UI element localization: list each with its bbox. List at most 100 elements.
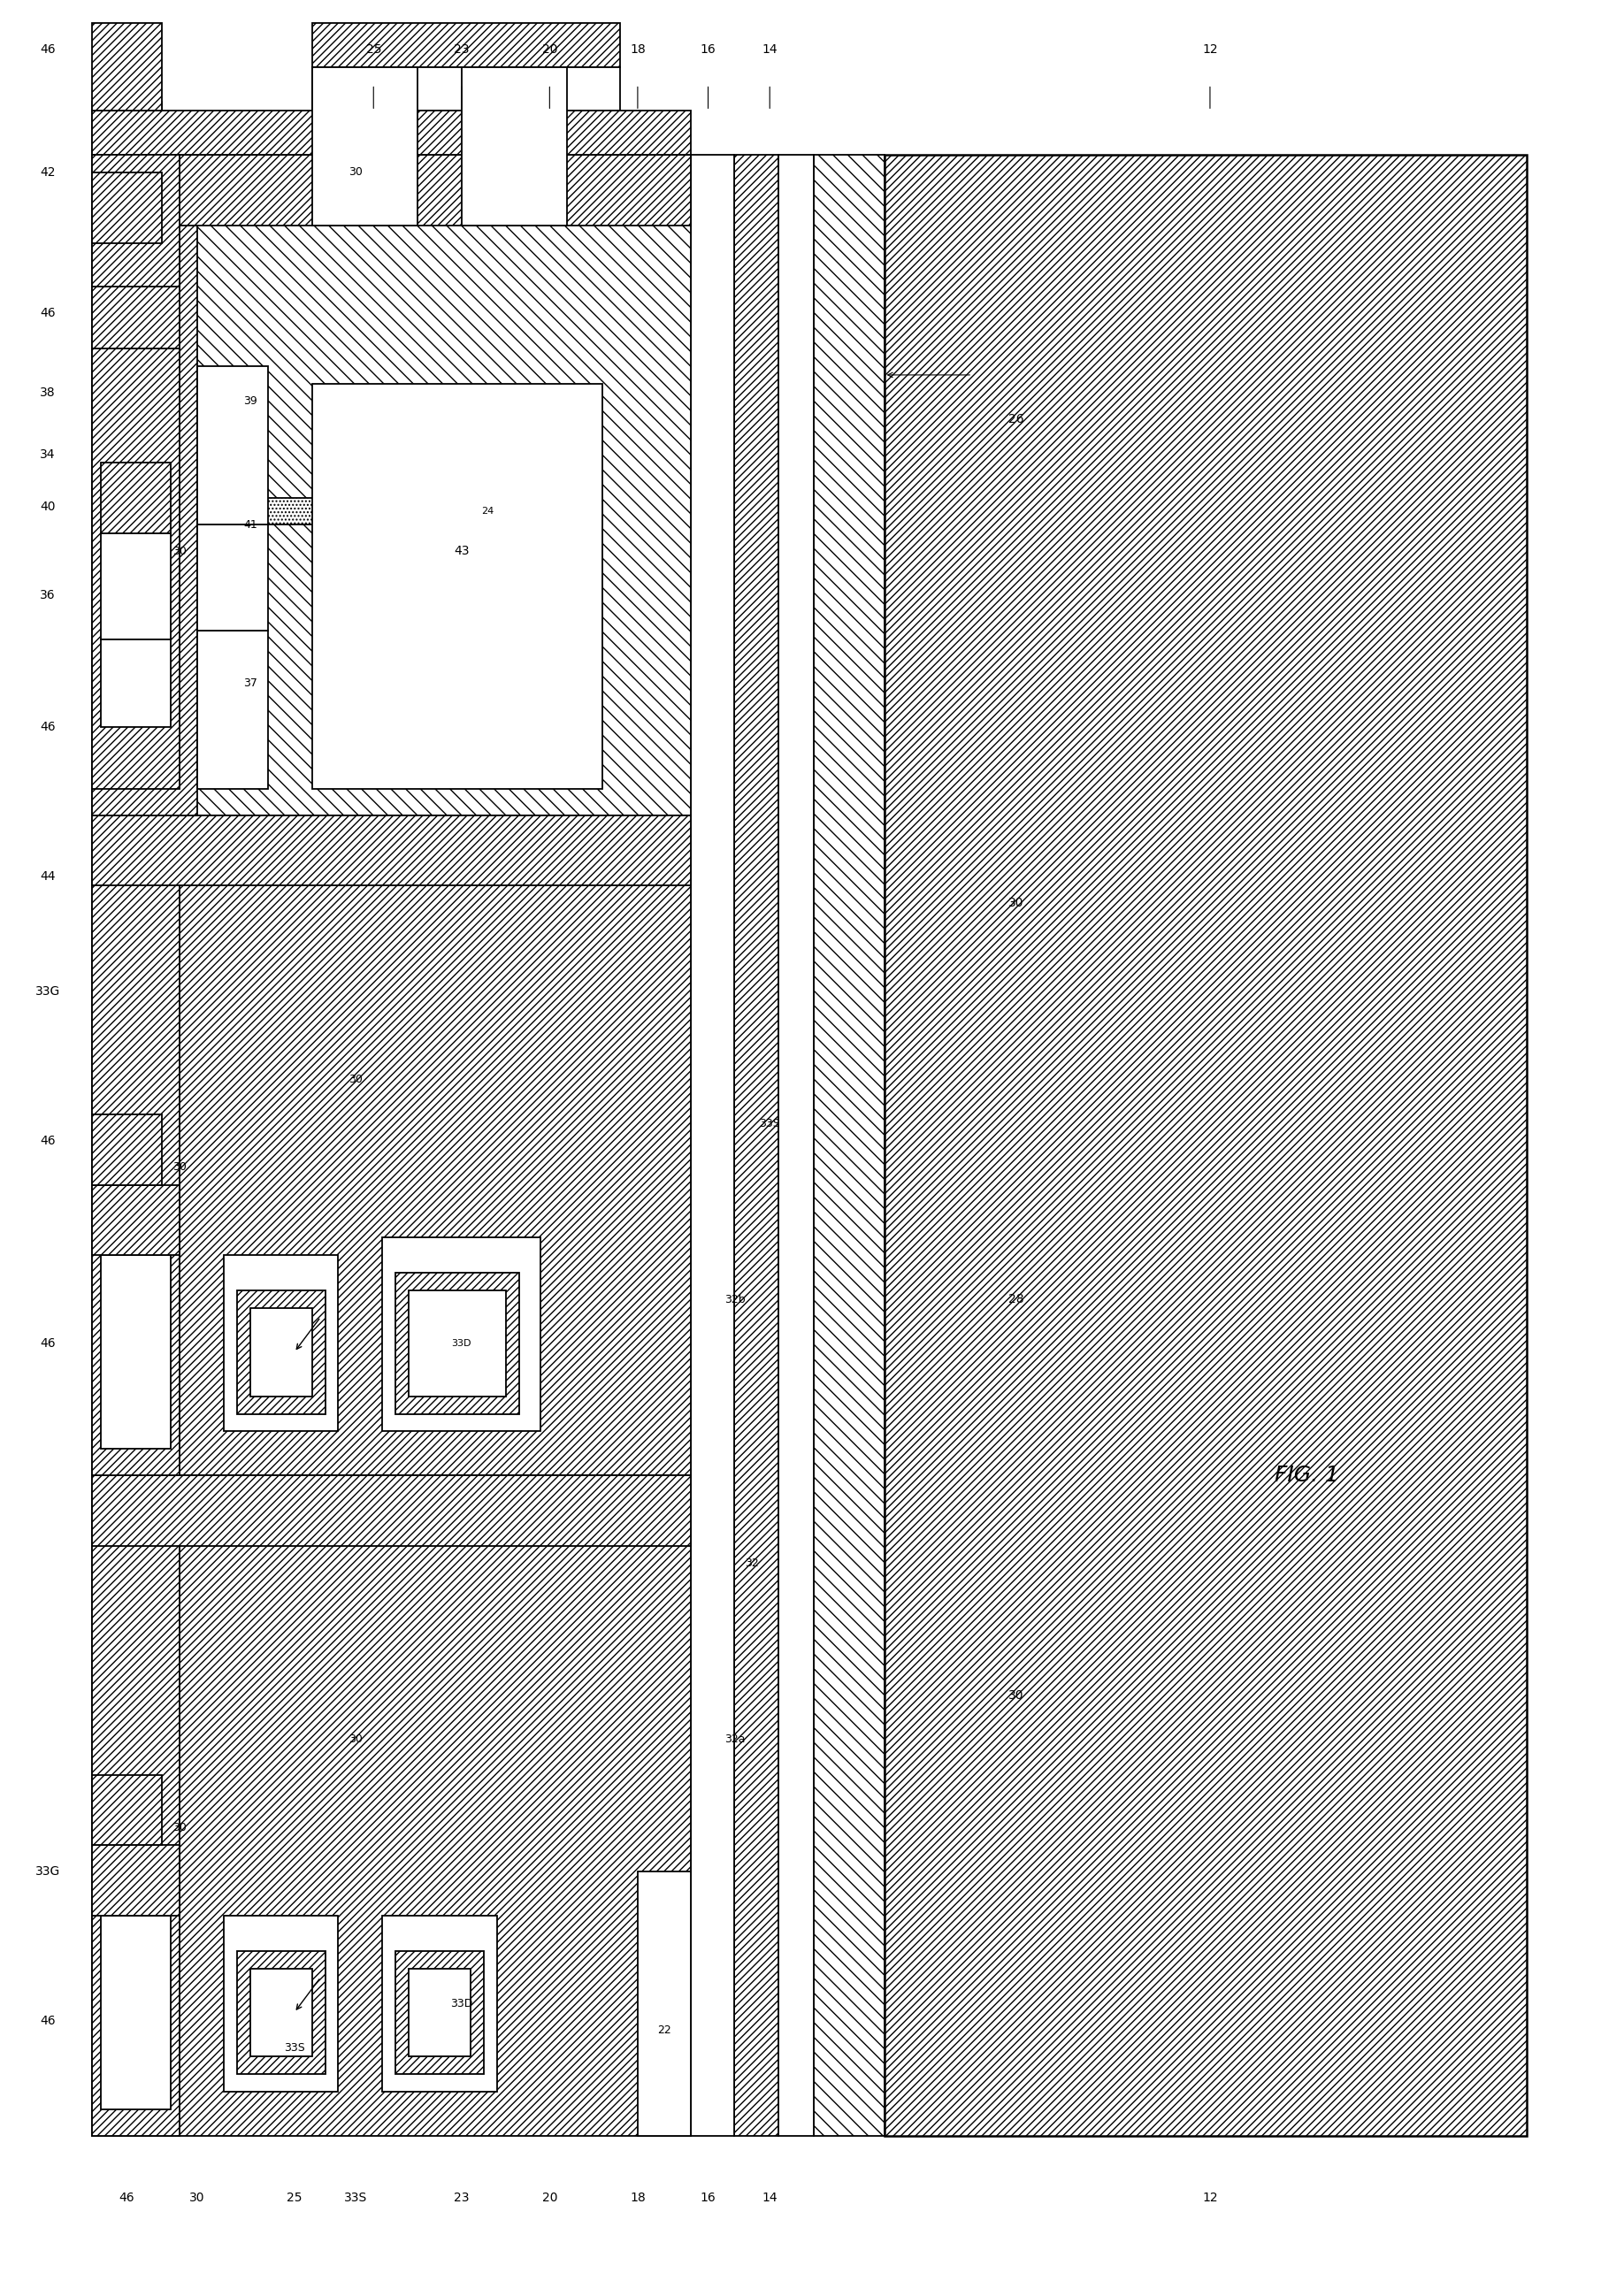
Text: 30: 30 bbox=[1009, 1689, 1025, 1702]
Text: 37: 37 bbox=[244, 677, 257, 689]
Text: 30: 30 bbox=[349, 166, 362, 177]
Text: 24: 24 bbox=[482, 507, 494, 516]
Text: 36: 36 bbox=[41, 589, 55, 602]
Text: 25: 25 bbox=[365, 43, 382, 55]
Bar bbox=[734, 155, 778, 2137]
Text: 16: 16 bbox=[700, 2191, 716, 2203]
Bar bbox=[91, 816, 180, 1475]
Bar bbox=[101, 639, 171, 727]
Bar bbox=[101, 534, 171, 639]
Text: 32b: 32b bbox=[724, 1293, 745, 1305]
Bar bbox=[91, 1475, 690, 2137]
Text: 30: 30 bbox=[1009, 898, 1025, 909]
Bar bbox=[91, 348, 180, 789]
Text: 30: 30 bbox=[172, 1823, 187, 1834]
Text: 18: 18 bbox=[630, 2191, 645, 2203]
Bar bbox=[778, 155, 814, 2137]
Text: 20: 20 bbox=[542, 2191, 557, 2203]
Text: 33S: 33S bbox=[760, 1118, 780, 1130]
Bar bbox=[91, 1846, 180, 1916]
Bar bbox=[382, 1239, 541, 1432]
Text: 42: 42 bbox=[41, 166, 55, 180]
Text: 12: 12 bbox=[1202, 2191, 1218, 2203]
Text: 34: 34 bbox=[41, 448, 55, 461]
Bar bbox=[409, 1291, 505, 1396]
Bar bbox=[91, 1775, 162, 1846]
Text: 44: 44 bbox=[41, 871, 55, 882]
Bar bbox=[690, 155, 734, 2137]
Text: 23: 23 bbox=[453, 2191, 469, 2203]
Text: FIG. 1: FIG. 1 bbox=[1275, 1464, 1340, 1487]
Text: 33G: 33G bbox=[36, 984, 60, 998]
Bar bbox=[883, 155, 1527, 2137]
Text: 30: 30 bbox=[172, 1162, 187, 1173]
Bar bbox=[101, 1916, 171, 2109]
Text: 26: 26 bbox=[1009, 414, 1025, 425]
Bar bbox=[101, 1255, 171, 1450]
Bar bbox=[396, 1950, 484, 2075]
Text: 46: 46 bbox=[41, 1134, 55, 1148]
Bar bbox=[814, 155, 883, 2137]
Bar bbox=[101, 464, 171, 534]
Bar bbox=[91, 1475, 690, 1546]
Bar bbox=[91, 1475, 180, 2137]
Bar bbox=[91, 198, 198, 816]
Text: 33G: 33G bbox=[36, 1866, 60, 1877]
Bar bbox=[237, 1950, 325, 2075]
Text: 33S: 33S bbox=[344, 2191, 367, 2203]
Text: 40: 40 bbox=[41, 500, 55, 514]
Text: 39: 39 bbox=[244, 396, 257, 407]
Bar bbox=[91, 155, 180, 286]
Text: 16: 16 bbox=[700, 43, 716, 55]
Bar bbox=[250, 1968, 312, 2057]
Bar bbox=[409, 1968, 471, 2057]
Bar bbox=[224, 1916, 338, 2091]
Bar bbox=[91, 155, 690, 816]
Text: 30: 30 bbox=[190, 2191, 205, 2203]
Bar bbox=[91, 1184, 180, 1255]
Text: 30: 30 bbox=[349, 1073, 362, 1084]
Text: 46: 46 bbox=[119, 2191, 135, 2203]
Text: 30: 30 bbox=[349, 1734, 362, 1746]
Text: 46: 46 bbox=[41, 1337, 55, 1350]
Text: 46: 46 bbox=[41, 43, 55, 55]
Text: 20: 20 bbox=[542, 43, 557, 55]
Bar bbox=[382, 1916, 497, 2091]
Bar bbox=[237, 1291, 325, 1414]
Text: 23: 23 bbox=[453, 43, 469, 55]
Text: 22: 22 bbox=[658, 2025, 671, 2037]
Bar bbox=[91, 111, 690, 155]
Bar bbox=[91, 173, 162, 243]
Bar bbox=[198, 630, 268, 789]
Bar bbox=[91, 155, 690, 225]
Text: 43: 43 bbox=[453, 546, 469, 557]
Bar bbox=[250, 1309, 312, 1396]
Bar bbox=[312, 384, 603, 789]
Text: 32: 32 bbox=[745, 1557, 758, 1568]
Bar bbox=[91, 816, 690, 886]
Text: 33D: 33D bbox=[451, 1339, 471, 1348]
Text: 46: 46 bbox=[41, 307, 55, 320]
Bar bbox=[312, 66, 620, 111]
Text: 41: 41 bbox=[244, 518, 257, 530]
Text: 14: 14 bbox=[762, 2191, 778, 2203]
Text: 38: 38 bbox=[41, 386, 55, 398]
Text: 12: 12 bbox=[1202, 43, 1218, 55]
Text: 33S: 33S bbox=[284, 2041, 305, 2053]
Bar bbox=[91, 816, 690, 1475]
Text: 30: 30 bbox=[172, 546, 187, 557]
Bar bbox=[638, 1871, 690, 2137]
Text: 32a: 32a bbox=[724, 1734, 745, 1746]
Bar bbox=[396, 1273, 518, 1414]
Text: 14: 14 bbox=[762, 43, 778, 55]
Text: 18: 18 bbox=[630, 43, 645, 55]
Bar bbox=[91, 23, 162, 111]
Bar bbox=[312, 66, 417, 225]
Text: 33D: 33D bbox=[450, 1998, 473, 2009]
Text: 46: 46 bbox=[41, 2016, 55, 2028]
Bar bbox=[198, 498, 603, 525]
Bar bbox=[91, 243, 180, 348]
Text: 46: 46 bbox=[41, 721, 55, 734]
Bar bbox=[198, 366, 268, 525]
Text: 25: 25 bbox=[286, 2191, 302, 2203]
